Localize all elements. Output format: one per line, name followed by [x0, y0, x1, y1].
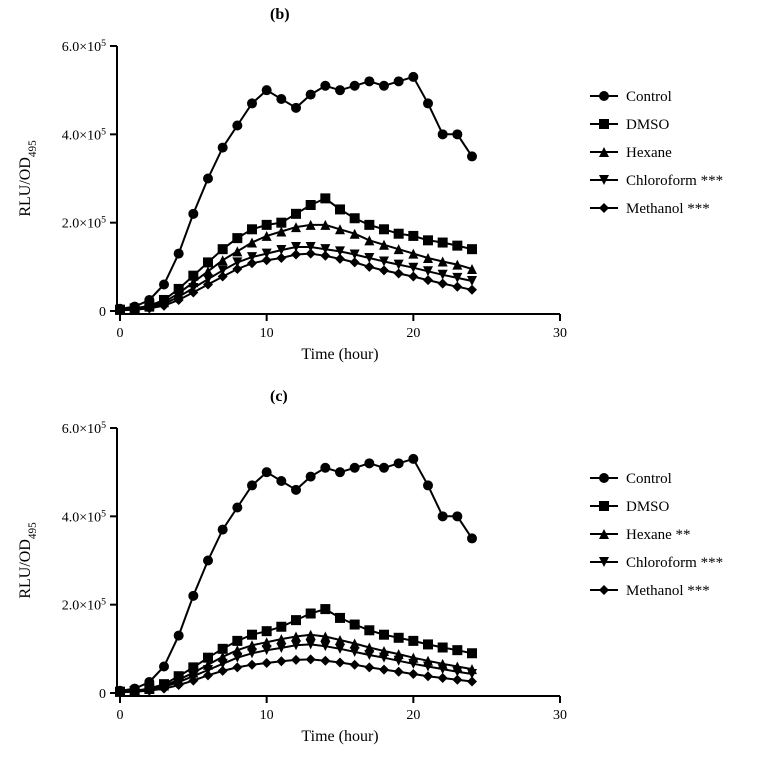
- svg-text:0: 0: [117, 326, 124, 341]
- chart-b: 0 10 20 30 0 2.0×105 4.0×105 6.0×105 Time (hour)…: [0, 26, 783, 371]
- chart-c-svg: 0 10 20 30 0 2.0×105 4.0×105 6.0×105 Time (hour)…: [0, 408, 783, 753]
- svg-text:Hexane: Hexane: [626, 145, 672, 161]
- chart-c: 0 10 20 30 0 2.0×105 4.0×105 6.0×105 Time (hour)…: [0, 408, 783, 753]
- svg-text:2.0×105: 2.0×105: [62, 214, 106, 232]
- svg-text:DMSO: DMSO: [626, 117, 670, 133]
- svg-text:20: 20: [406, 326, 420, 341]
- svg-text:10: 10: [260, 326, 274, 341]
- panel-label-b: (b): [270, 6, 290, 24]
- chart-b-svg: 0 10 20 30 0 2.0×105 4.0×105 6.0×105 Time (hour)…: [0, 26, 783, 371]
- svg-text:DMSO: DMSO: [626, 499, 670, 515]
- svg-text:0: 0: [117, 708, 124, 723]
- svg-text:6.0×105: 6.0×105: [62, 420, 106, 438]
- svg-text:4.0×105: 4.0×105: [62, 126, 106, 144]
- svg-text:30: 30: [553, 708, 567, 723]
- svg-text:6.0×105: 6.0×105: [62, 38, 106, 56]
- svg-text:Control: Control: [626, 89, 672, 105]
- svg-text:20: 20: [406, 708, 420, 723]
- svg-text:Time (hour): Time (hour): [301, 346, 378, 363]
- svg-text:Control: Control: [626, 471, 672, 487]
- svg-text:Methanol ***: Methanol ***: [626, 583, 710, 599]
- svg-text:Time (hour): Time (hour): [301, 728, 378, 745]
- svg-text:0: 0: [99, 305, 106, 320]
- svg-text:10: 10: [260, 708, 274, 723]
- svg-text:2.0×105: 2.0×105: [62, 596, 106, 614]
- svg-text:0: 0: [99, 687, 106, 702]
- svg-text:Hexane **: Hexane **: [626, 527, 691, 543]
- svg-text:Chloroform ***: Chloroform ***: [626, 173, 723, 189]
- svg-text:RLU/OD495: RLU/OD495: [17, 522, 39, 599]
- svg-text:Chloroform ***: Chloroform ***: [626, 555, 723, 571]
- svg-text:30: 30: [553, 326, 567, 341]
- svg-text:RLU/OD495: RLU/OD495: [17, 140, 39, 217]
- svg-text:4.0×105: 4.0×105: [62, 508, 106, 525]
- svg-text:Methanol ***: Methanol ***: [626, 201, 710, 217]
- panel-label-c: (c): [270, 388, 288, 406]
